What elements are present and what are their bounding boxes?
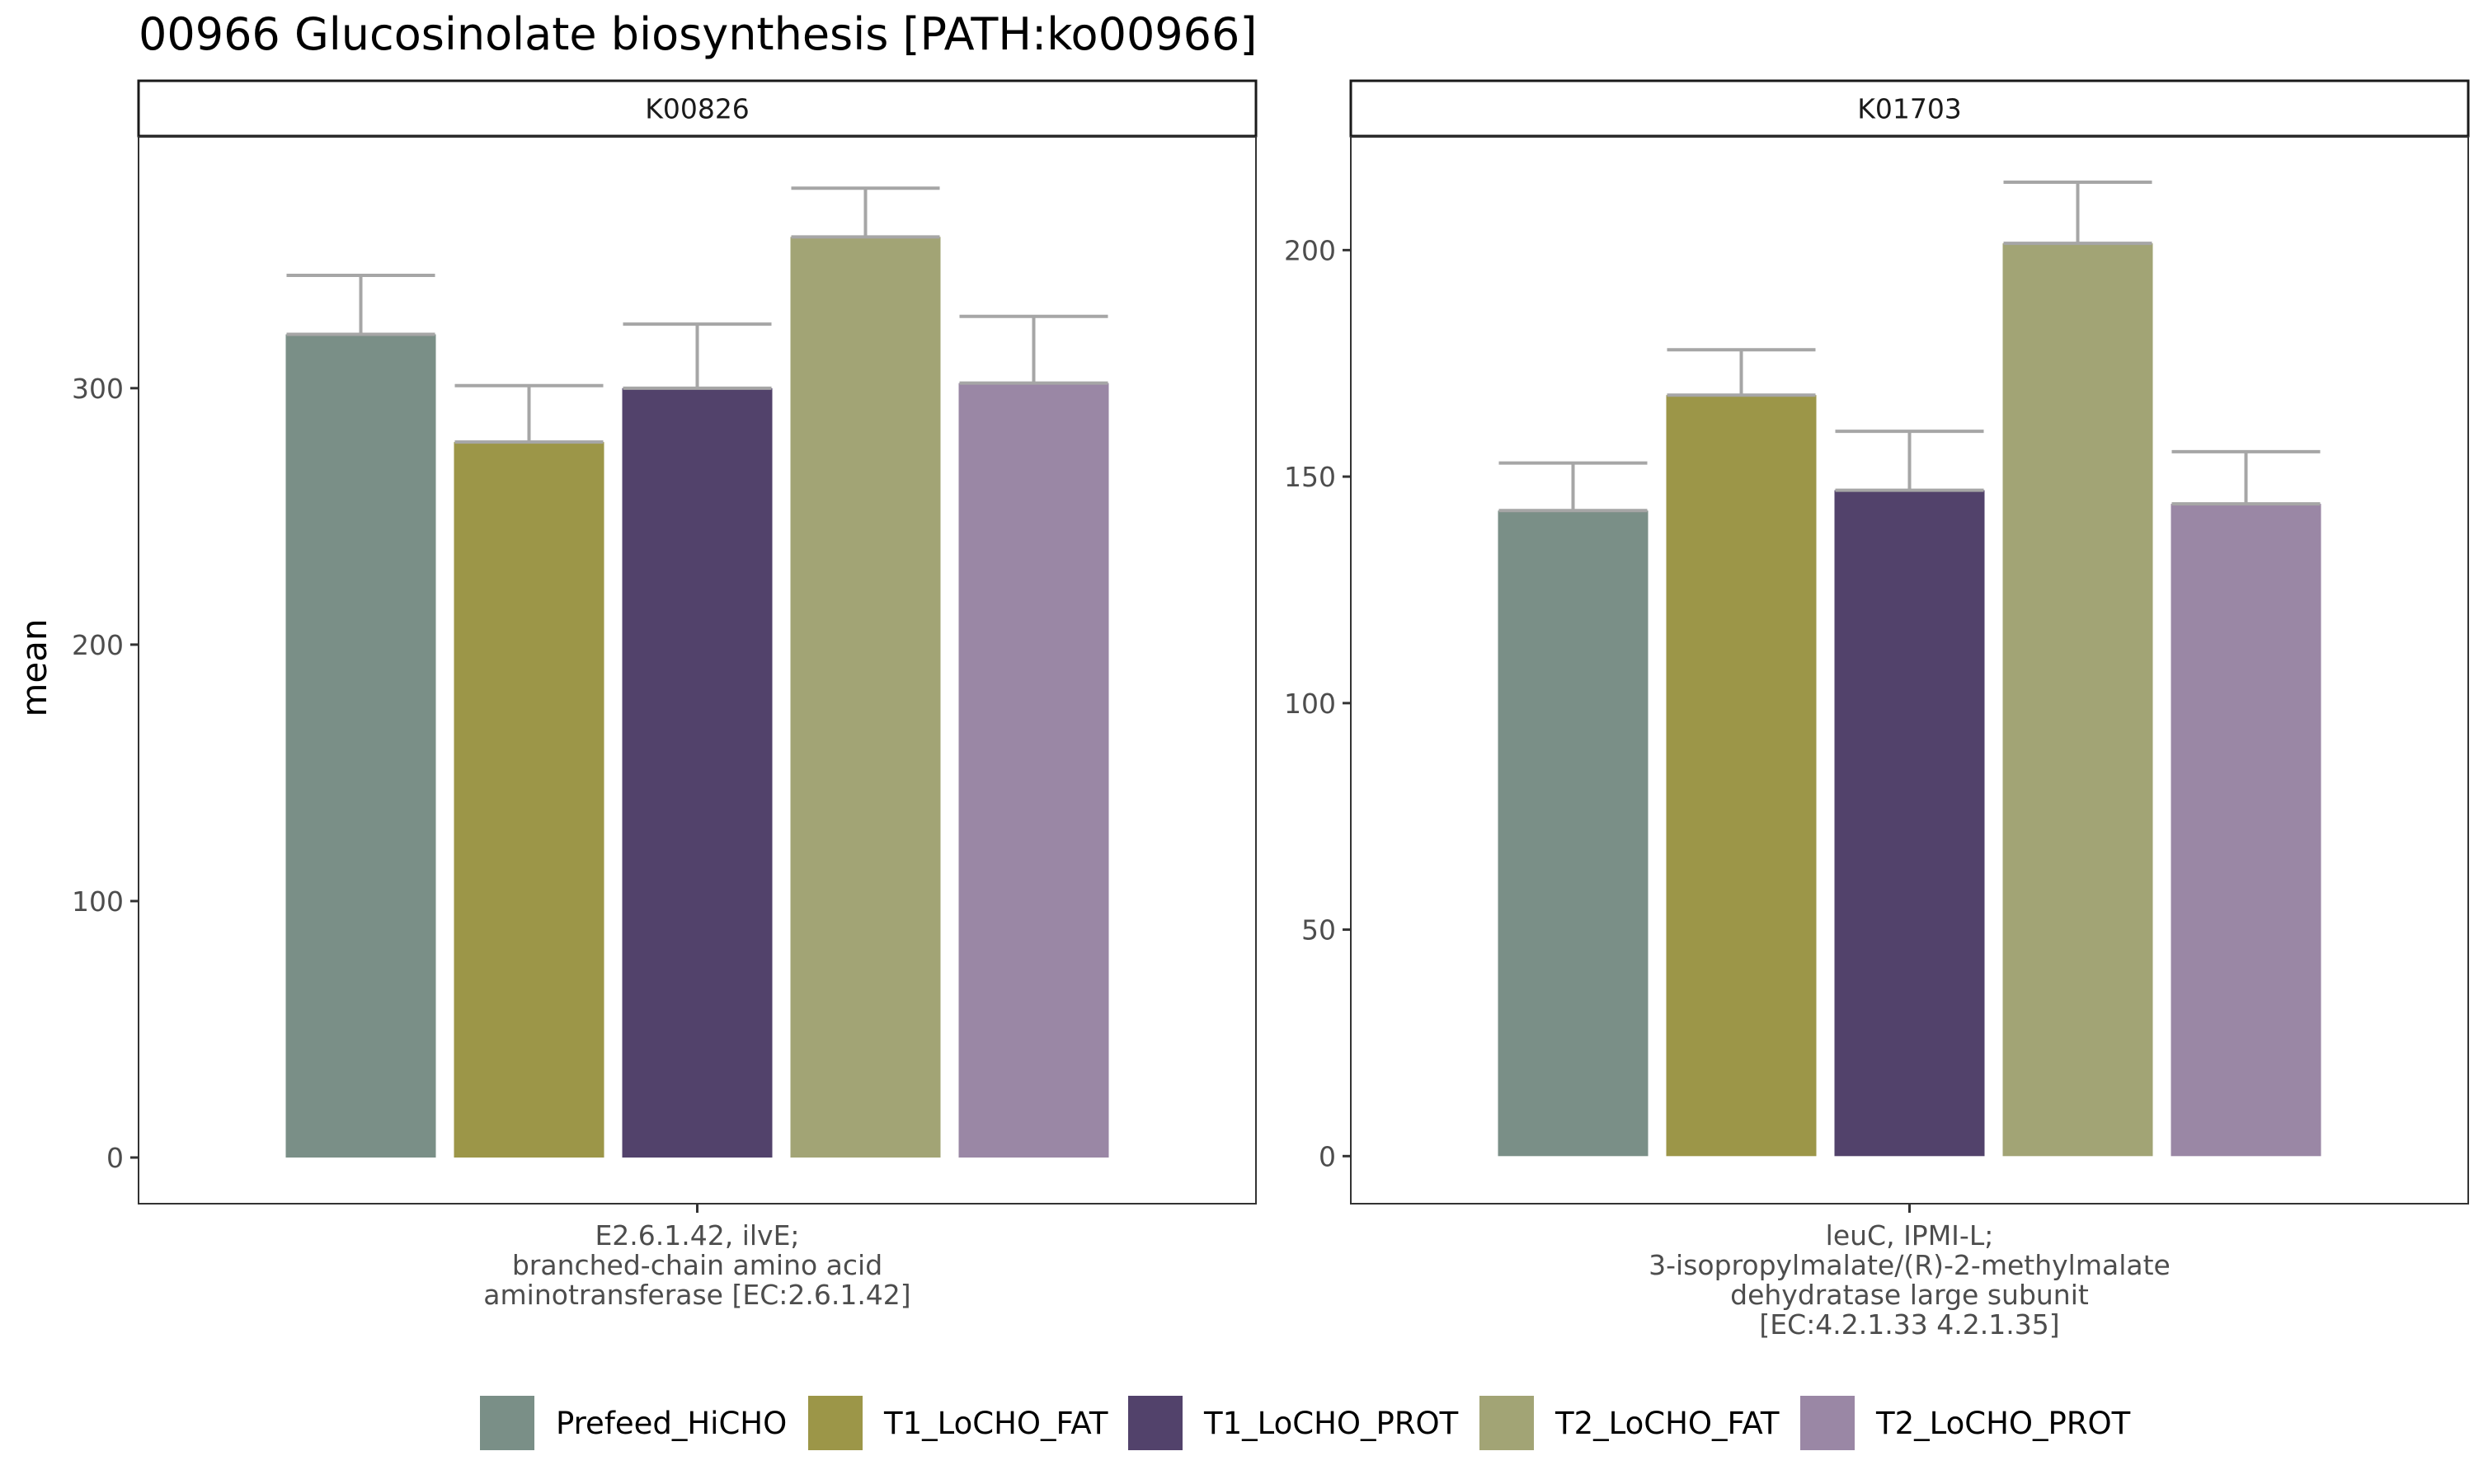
x-tick-label: leuC, IPMI-L; bbox=[1826, 1219, 1994, 1252]
x-tick-label: aminotransferase [EC:2.6.1.42] bbox=[483, 1279, 910, 1311]
bar bbox=[2002, 243, 2153, 1157]
legend-label: T2_LoCHO_PROT bbox=[1875, 1406, 2131, 1441]
y-tick-label: 200 bbox=[1284, 234, 1336, 266]
legend-label: T1_LoCHO_PROT bbox=[1203, 1406, 1459, 1441]
y-tick-label: 0 bbox=[1319, 1140, 1336, 1172]
facet-panel-2: K01703 0 50 100 150 200 leuC, IPMI-L;3-isoprop… bbox=[1284, 79, 2470, 1341]
legend-key bbox=[1800, 1396, 1855, 1450]
facet-strip bbox=[1349, 79, 2470, 138]
facet-strip-label: K00826 bbox=[645, 93, 750, 125]
bar bbox=[1834, 490, 1985, 1157]
y-tick-label: 100 bbox=[1284, 688, 1336, 720]
facet-strip-label: K01703 bbox=[1857, 93, 1962, 125]
bar bbox=[790, 237, 941, 1158]
legend-item: T2_LoCHO_FAT bbox=[1479, 1396, 1780, 1450]
facet-panel-1: K00826 0 100 200 300 E2.6.1.42, ilvE;branched… bbox=[72, 79, 1258, 1311]
bar bbox=[1666, 395, 1817, 1157]
y-tick-label: 150 bbox=[1284, 461, 1336, 493]
legend: Prefeed_HiCHO T1_LoCHO_FAT T1_LoCHO_PROT T2… bbox=[480, 1396, 2131, 1450]
legend-key bbox=[480, 1396, 534, 1450]
legend-label: T1_LoCHO_FAT bbox=[883, 1406, 1108, 1441]
x-tick-label: E2.6.1.42, ilvE; bbox=[595, 1219, 799, 1252]
legend-item: Prefeed_HiCHO bbox=[480, 1396, 787, 1450]
legend-key bbox=[1479, 1396, 1534, 1450]
y-tick-label: 100 bbox=[72, 885, 124, 918]
legend-key bbox=[808, 1396, 863, 1450]
y-axis-title: mean bbox=[14, 618, 54, 716]
y-tick-label: 0 bbox=[106, 1142, 124, 1174]
bar bbox=[2171, 504, 2321, 1157]
bar bbox=[622, 387, 773, 1158]
legend-item: T1_LoCHO_PROT bbox=[1128, 1396, 1459, 1450]
y-tick-label: 50 bbox=[1301, 914, 1336, 946]
bar bbox=[454, 442, 604, 1158]
legend-label: Prefeed_HiCHO bbox=[556, 1406, 787, 1441]
panels: K00826 0 100 200 300 E2.6.1.42, ilvE;branched… bbox=[72, 79, 2470, 1341]
x-tick-label: [EC:4.2.1.33 4.2.1.35] bbox=[1759, 1308, 2059, 1341]
bar bbox=[958, 383, 1109, 1158]
legend-item: T2_LoCHO_PROT bbox=[1800, 1396, 2131, 1450]
x-tick-label: branched-chain amino acid bbox=[512, 1249, 882, 1281]
y-tick-label: 300 bbox=[72, 373, 124, 405]
legend-key bbox=[1128, 1396, 1183, 1450]
x-tick-label: 3-isopropylmalate/(R)-2-methylmalate bbox=[1649, 1249, 2171, 1281]
facet-strip bbox=[137, 79, 1258, 138]
bar bbox=[285, 334, 436, 1158]
y-tick-label: 200 bbox=[72, 629, 124, 661]
x-tick-label: dehydratase large subunit bbox=[1730, 1279, 2089, 1311]
legend-item: T1_LoCHO_FAT bbox=[808, 1396, 1108, 1450]
chart-title: 00966 Glucosinolate biosynthesis [PATH:k… bbox=[139, 8, 1257, 60]
bar bbox=[1498, 510, 1649, 1157]
legend-label: T2_LoCHO_FAT bbox=[1554, 1406, 1780, 1441]
